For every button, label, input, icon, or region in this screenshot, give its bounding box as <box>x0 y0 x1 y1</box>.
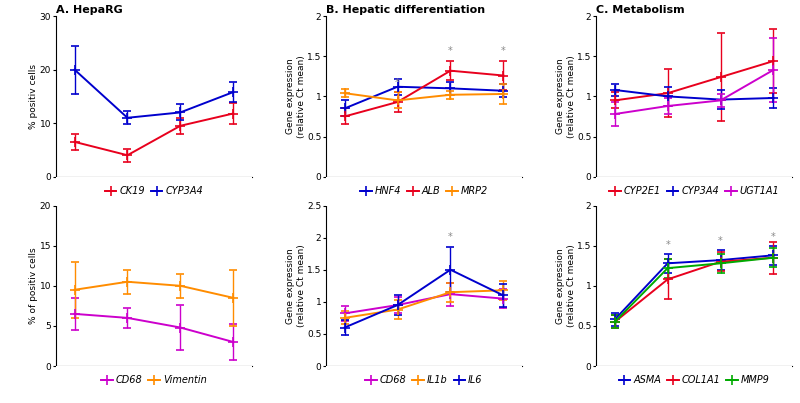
Text: *: * <box>448 46 453 56</box>
Text: *: * <box>666 240 670 250</box>
Y-axis label: Gene expression
(relative Ct mean): Gene expression (relative Ct mean) <box>286 55 306 138</box>
Text: D. LX-2 and Macrophages: D. LX-2 and Macrophages <box>56 195 215 205</box>
Y-axis label: % of positiv cells: % of positiv cells <box>30 247 38 324</box>
Legend: CYP2E1, CYP3A4, UGT1A1: CYP2E1, CYP3A4, UGT1A1 <box>609 186 779 196</box>
Text: C. Metabolism: C. Metabolism <box>596 5 685 15</box>
Legend: CD68, Vimentin: CD68, Vimentin <box>101 376 206 386</box>
Text: *: * <box>718 237 723 247</box>
Legend: CD68, IL1b, IL6: CD68, IL1b, IL6 <box>366 376 482 386</box>
Y-axis label: Gene expression
(relative Ct mean): Gene expression (relative Ct mean) <box>286 244 306 327</box>
Text: E. ECM: E. ECM <box>596 195 638 205</box>
Text: *: * <box>771 232 776 242</box>
Legend: ASMA, COL1A1, MMP9: ASMA, COL1A1, MMP9 <box>618 376 770 386</box>
Text: *: * <box>448 232 453 242</box>
Y-axis label: % positiv cells: % positiv cells <box>30 64 38 129</box>
Y-axis label: Gene expression
(relative Ct mean): Gene expression (relative Ct mean) <box>556 244 576 327</box>
Text: D. Inflammation: D. Inflammation <box>326 195 426 205</box>
Y-axis label: Gene expression
(relative Ct mean): Gene expression (relative Ct mean) <box>556 55 576 138</box>
Text: B. Hepatic differentiation: B. Hepatic differentiation <box>326 5 486 15</box>
Legend: CK19, CYP3A4: CK19, CYP3A4 <box>105 186 203 196</box>
Text: A. HepaRG: A. HepaRG <box>56 5 122 15</box>
Text: *: * <box>395 77 400 87</box>
Text: *: * <box>501 46 506 56</box>
Legend: HNF4, ALB, MRP2: HNF4, ALB, MRP2 <box>360 186 488 196</box>
